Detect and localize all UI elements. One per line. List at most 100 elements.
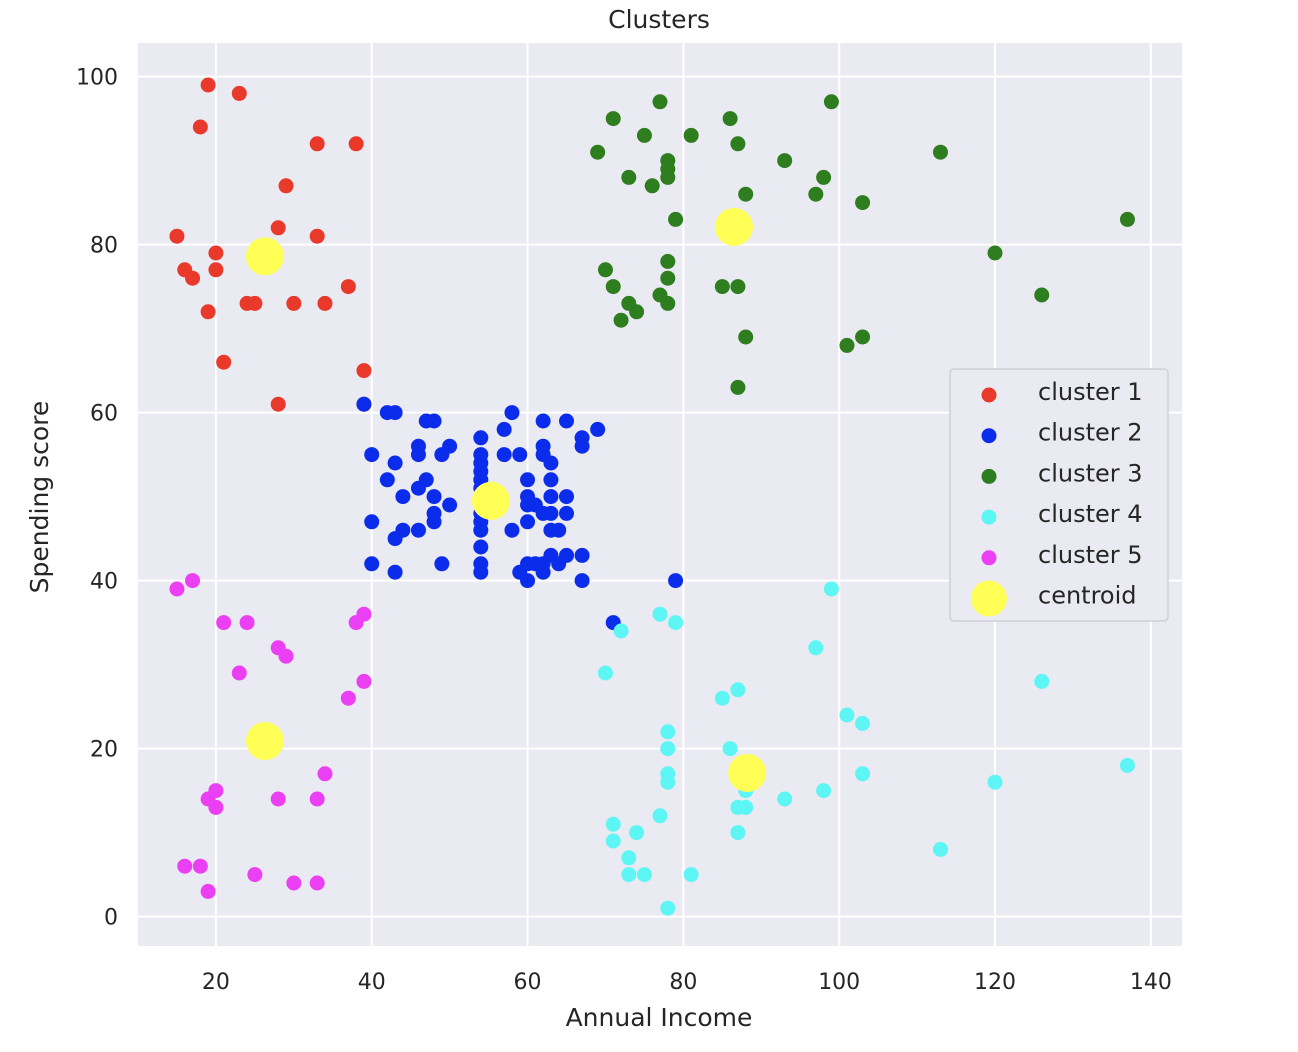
data-point <box>520 514 536 530</box>
data-point <box>668 615 684 631</box>
data-point <box>987 774 1003 790</box>
data-point <box>855 195 871 211</box>
legend-label: cluster 2 <box>1038 419 1143 447</box>
data-point <box>660 295 676 311</box>
data-point <box>683 867 699 883</box>
data-point <box>185 573 201 589</box>
data-point <box>496 447 512 463</box>
data-point <box>309 791 325 807</box>
data-point <box>652 606 668 622</box>
data-point <box>668 211 684 227</box>
data-point <box>855 329 871 345</box>
data-point <box>636 127 652 143</box>
legend-marker <box>981 550 997 566</box>
data-point <box>605 816 621 832</box>
data-point <box>208 783 224 799</box>
data-point <box>192 858 208 874</box>
data-point <box>722 741 738 757</box>
data-point <box>387 564 403 580</box>
data-point <box>730 279 746 295</box>
data-point <box>738 799 754 815</box>
data-point <box>574 438 590 454</box>
legend-label: cluster 4 <box>1038 500 1143 528</box>
data-point <box>395 489 411 505</box>
data-point <box>730 136 746 152</box>
legend-label: centroid <box>1038 582 1137 610</box>
data-point <box>543 455 559 471</box>
data-point <box>652 94 668 110</box>
data-point <box>543 505 559 521</box>
data-point <box>278 648 294 664</box>
data-point <box>823 94 839 110</box>
data-point <box>270 791 286 807</box>
y-tick-label: 20 <box>90 738 118 763</box>
legend-marker <box>971 580 1007 617</box>
y-tick-label: 40 <box>90 570 118 595</box>
data-point <box>340 279 356 295</box>
x-tick-label: 140 <box>1130 970 1172 995</box>
centroid-point <box>728 753 767 792</box>
data-point <box>535 413 551 429</box>
data-point <box>356 606 372 622</box>
data-point <box>278 178 294 194</box>
data-point <box>520 472 536 488</box>
centroid-point <box>715 207 754 246</box>
data-point <box>535 564 551 580</box>
data-point <box>714 279 730 295</box>
data-point <box>823 581 839 597</box>
data-point <box>668 573 684 589</box>
legend-label: cluster 5 <box>1038 541 1143 569</box>
data-point <box>543 472 559 488</box>
legend: cluster 1 cluster 2 cluster 3 cluster 4 clus… <box>949 368 1169 622</box>
x-tick-label: 60 <box>514 970 542 995</box>
data-point <box>660 900 676 916</box>
data-point <box>816 783 832 799</box>
data-point <box>473 430 489 446</box>
legend-box <box>949 368 1169 622</box>
data-point <box>387 405 403 421</box>
data-point <box>559 547 575 563</box>
x-tick-labels: 20 40 60 80 100 120 140 <box>202 970 1172 995</box>
data-point <box>286 875 302 891</box>
data-point <box>621 169 637 185</box>
data-point <box>590 421 606 437</box>
data-point <box>738 186 754 202</box>
legend-marker <box>981 468 997 484</box>
data-point <box>1119 757 1135 773</box>
data-point <box>1034 673 1050 689</box>
y-tick-label: 60 <box>90 402 118 427</box>
data-point <box>169 581 185 597</box>
y-tick-labels: 0 20 40 60 80 100 <box>76 66 118 931</box>
x-tick-label: 120 <box>974 970 1016 995</box>
data-point <box>613 312 629 328</box>
data-point <box>574 573 590 589</box>
centroid-point <box>471 481 510 520</box>
series-cluster-3 <box>590 94 1135 395</box>
data-point <box>660 169 676 185</box>
data-point <box>208 262 224 278</box>
data-point <box>559 413 575 429</box>
data-point <box>730 682 746 698</box>
data-point <box>597 665 613 681</box>
data-point <box>216 615 232 631</box>
data-point <box>605 111 621 127</box>
data-point <box>410 522 426 538</box>
data-point <box>660 270 676 286</box>
series-cluster-2 <box>356 396 684 631</box>
data-point <box>551 522 567 538</box>
data-point <box>231 85 247 101</box>
data-point <box>364 447 380 463</box>
data-point <box>356 673 372 689</box>
legend-label: cluster 3 <box>1038 459 1143 487</box>
data-point <box>270 220 286 236</box>
data-point <box>317 295 333 311</box>
data-point <box>855 766 871 782</box>
data-point <box>660 253 676 269</box>
data-point <box>473 522 489 538</box>
data-point <box>410 447 426 463</box>
data-point <box>364 556 380 572</box>
data-point <box>434 556 450 572</box>
data-point <box>652 808 668 824</box>
data-point <box>200 77 216 93</box>
data-point <box>1034 287 1050 303</box>
